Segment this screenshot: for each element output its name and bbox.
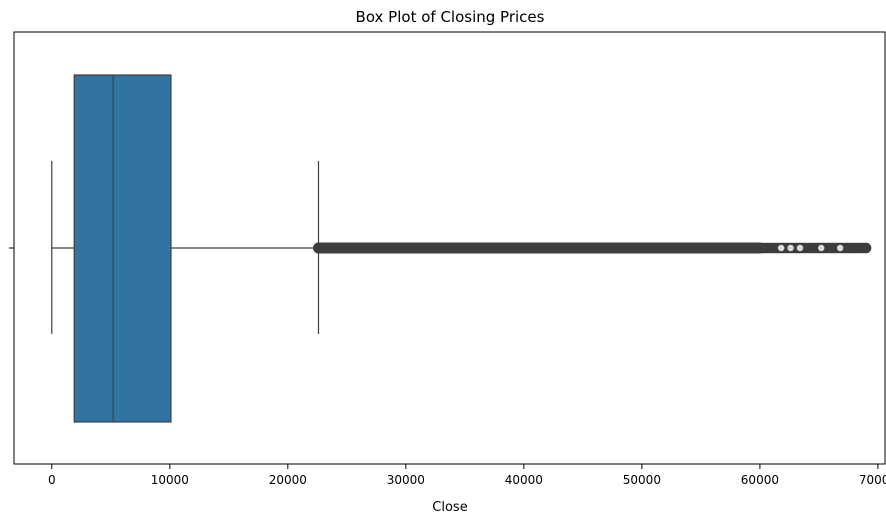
- x-tick-label: 40000: [505, 473, 543, 487]
- x-axis: 0 10000 20000 30000 40000 50000 60000 70000: [48, 464, 886, 487]
- iqr-box: [73, 74, 172, 423]
- outlier-gap-marker: [787, 244, 794, 252]
- x-tick-label: 50000: [623, 473, 661, 487]
- outlier-gap-marker: [777, 244, 785, 252]
- x-axis-label: Close: [432, 500, 467, 515]
- x-tick-label: 30000: [387, 473, 425, 487]
- outlier-gap-marker: [818, 244, 825, 252]
- x-tick-label: 10000: [151, 473, 189, 487]
- x-tick-label: 20000: [269, 473, 307, 487]
- outlier-point: [860, 242, 872, 254]
- x-tick-label: 0: [48, 473, 56, 487]
- outlier-gap-marker: [836, 244, 844, 252]
- outlier-gap-marker: [796, 244, 804, 252]
- outliers: [312, 242, 872, 254]
- x-tick-label: 70000: [859, 473, 886, 487]
- chart-title: Box Plot of Closing Prices: [356, 8, 545, 26]
- plot-area: [51, 74, 872, 423]
- x-tick-label: 60000: [741, 473, 779, 487]
